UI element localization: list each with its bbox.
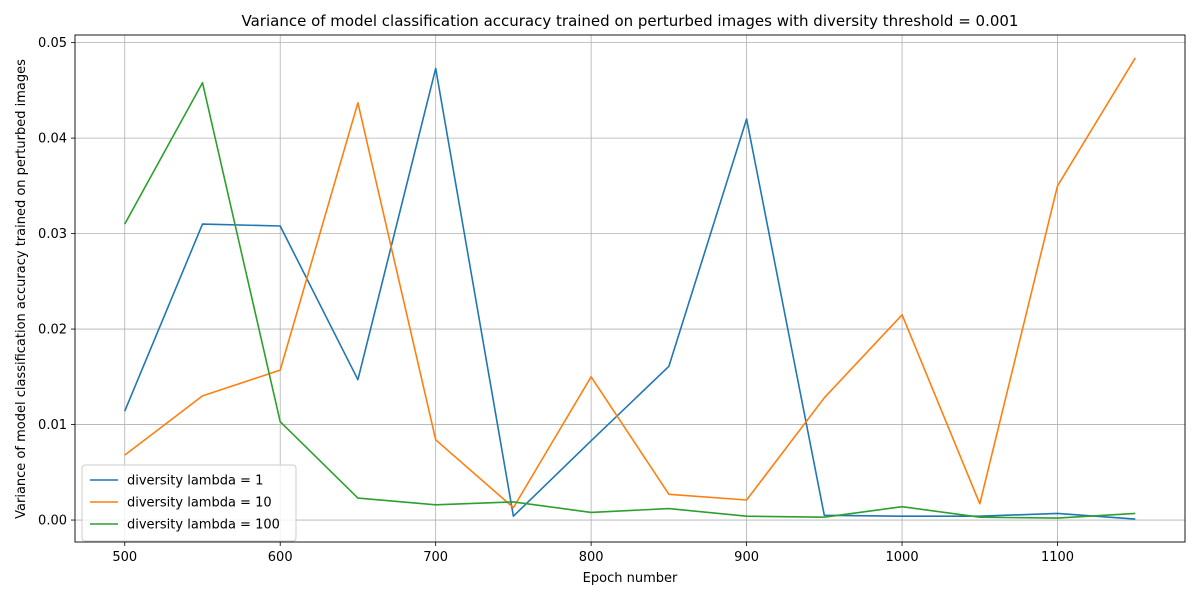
x-tick-label: 1100 xyxy=(1041,550,1074,565)
x-axis-label: Epoch number xyxy=(583,571,678,586)
series-line-1 xyxy=(123,67,1136,520)
legend-entry-label: diversity lambda = 1 xyxy=(127,474,263,489)
y-axis-ticks: 0.00 0.01 0.02 0.03 0.04 0.05 xyxy=(38,36,75,529)
x-axis-ticks: 500 600 700 800 900 1000 1100 xyxy=(112,542,1074,565)
x-tick-label: 700 xyxy=(423,550,448,565)
y-axis-label: Variance of model classification accurac… xyxy=(14,59,29,519)
series-line-3 xyxy=(123,81,1136,519)
series-line-2 xyxy=(124,57,1136,509)
x-tick-label: 600 xyxy=(268,550,293,565)
legend-entry-label: diversity lambda = 10 xyxy=(127,496,272,511)
grid xyxy=(75,35,1185,542)
y-tick-label: 0.05 xyxy=(38,36,67,51)
y-tick-label: 0.03 xyxy=(38,227,67,242)
legend-box xyxy=(81,464,297,542)
x-tick-label: 500 xyxy=(112,550,137,565)
x-tick-label: 800 xyxy=(579,550,604,565)
series-group xyxy=(123,57,1136,520)
x-tick-label: 900 xyxy=(734,550,759,565)
chart-title: Variance of model classification accurac… xyxy=(242,12,1019,30)
legend: diversity lambda = 1 diversity lambda = 1… xyxy=(81,464,297,542)
plot-frame xyxy=(74,34,1186,543)
x-tick-label: 1000 xyxy=(886,550,919,565)
y-tick-label: 0.00 xyxy=(38,514,67,529)
legend-entry-label: diversity lambda = 100 xyxy=(127,518,280,533)
y-tick-label: 0.02 xyxy=(38,323,67,338)
y-tick-label: 0.04 xyxy=(38,132,67,147)
y-tick-label: 0.01 xyxy=(38,418,67,433)
